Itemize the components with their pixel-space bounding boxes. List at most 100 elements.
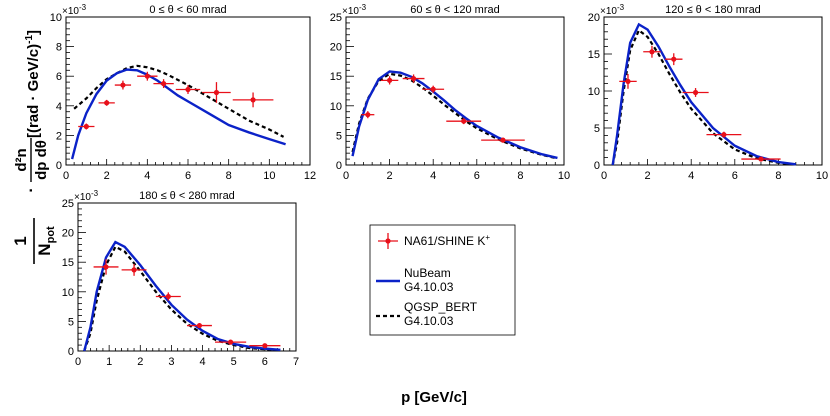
x-tick-label: 0 xyxy=(63,170,69,182)
ylabel-prefix: 1 xyxy=(11,236,30,245)
y-tick-label: 15 xyxy=(62,257,74,269)
y-scale-factor: ×10-3 xyxy=(62,3,87,17)
y-tick-label: 4 xyxy=(56,101,62,113)
data-point xyxy=(155,292,181,301)
x-tick-label: 8 xyxy=(775,170,781,182)
x-tick-label: 0 xyxy=(343,170,349,182)
y-scale-factor: ×10-3 xyxy=(342,3,367,17)
data-point xyxy=(249,343,281,349)
ylabel-numerator: d²n xyxy=(13,148,30,171)
nubeam-curve xyxy=(611,22,796,166)
data-point xyxy=(187,322,212,329)
x-tick-label: 4 xyxy=(430,170,436,182)
x-tick-label: 12 xyxy=(304,170,316,182)
y-tick-label: 15 xyxy=(588,49,600,61)
data-point xyxy=(706,131,742,138)
ylabel-units: [(rad · GeV/c)-1] xyxy=(24,30,42,138)
x-tick-label: 6 xyxy=(185,170,191,182)
nubeam-curve xyxy=(70,68,286,160)
data-marker xyxy=(758,156,764,162)
x-tick-label: 10 xyxy=(263,170,275,182)
qgsp-bert-curve xyxy=(611,28,796,166)
x-tick-label: 4 xyxy=(144,170,150,182)
y-tick-label: 25 xyxy=(62,198,74,210)
data-point xyxy=(121,263,147,276)
x-axis-title: p [GeV/c] xyxy=(401,389,467,406)
data-point xyxy=(93,259,119,275)
qgsp-bert-curve xyxy=(83,245,281,352)
data-point xyxy=(446,118,482,125)
chart-panel-2: 0 2 4 6 8 10 0 5 10 15 20 25×10-3 60 ≤ θ < 120 mrad xyxy=(330,3,570,182)
data-point xyxy=(98,99,115,106)
data-point xyxy=(215,339,247,345)
x-tick-label: 3 xyxy=(168,356,174,368)
data-marker xyxy=(213,89,220,96)
data-point xyxy=(682,88,709,97)
data-point xyxy=(232,92,274,108)
data-marker xyxy=(461,118,467,124)
x-tick-label: 2 xyxy=(387,170,393,182)
y-tick-label: 10 xyxy=(330,101,342,113)
data-marker xyxy=(692,89,699,96)
data-point xyxy=(619,73,637,89)
x-tick-label: 4 xyxy=(688,170,694,182)
x-tick-label: 2 xyxy=(104,170,110,182)
y-tick-label: 20 xyxy=(62,228,74,240)
y-tick-label: 10 xyxy=(50,12,62,24)
data-marker xyxy=(410,75,417,82)
data-point xyxy=(175,85,201,94)
data-point xyxy=(741,156,781,162)
x-tick-label: 2 xyxy=(645,170,651,182)
y-tick-label: 10 xyxy=(62,287,74,299)
data-marker xyxy=(103,264,109,270)
data-marker xyxy=(387,77,393,83)
legend-data-marker xyxy=(378,233,398,249)
data-marker xyxy=(671,56,677,62)
qgsp-bert-curve xyxy=(73,64,285,138)
data-marker xyxy=(131,267,137,273)
ylabel-npot: Npot xyxy=(35,226,57,256)
y-tick-label: 8 xyxy=(56,42,62,54)
chart-panel-4: 0 1 2 3 4 5 6 7 0 5 10 15 20 25×10-3 180 ≤ θ < 280 mra… xyxy=(62,189,299,368)
data-marker xyxy=(161,81,167,87)
data-marker xyxy=(120,82,126,88)
x-tick-label: 6 xyxy=(262,356,268,368)
y-scale-factor: ×10-3 xyxy=(600,3,625,17)
y-tick-label: 5 xyxy=(594,123,600,135)
data-marker xyxy=(365,112,371,118)
legend-qgsp-label-1: QGSP_BERT xyxy=(404,300,478,314)
nubeam-curve xyxy=(351,70,558,160)
legend: NA61/SHINE K+ NuBeam G4.10.03 QGSP_BERT … xyxy=(369,224,516,336)
x-tick-label: 7 xyxy=(293,356,299,368)
y-tick-label: 10 xyxy=(588,86,600,98)
y-tick-label: 0 xyxy=(336,160,342,172)
y-scale-factor: ×10-3 xyxy=(74,189,99,203)
y-tick-label: 5 xyxy=(68,316,74,328)
data-marker xyxy=(104,100,110,106)
data-marker xyxy=(262,343,268,349)
data-point xyxy=(153,79,174,89)
chart-panel-3: 0 2 4 6 8 10 0 5 10 15 20×10-3 120 ≤ θ < 180 mrad xyxy=(588,3,828,182)
x-tick-label: 8 xyxy=(226,170,232,182)
data-point xyxy=(202,82,231,103)
data-marker xyxy=(649,49,655,55)
data-point xyxy=(380,76,399,85)
x-tick-label: 6 xyxy=(474,170,480,182)
data-point xyxy=(665,53,683,66)
data-point xyxy=(402,74,425,83)
data-marker xyxy=(83,123,89,130)
data-point xyxy=(78,123,95,130)
legend-nubeam-label-2: G4.10.03 xyxy=(404,280,454,294)
y-tick-label: 0 xyxy=(68,346,74,358)
y-tick-label: 15 xyxy=(330,71,342,83)
y-tick-label: 0 xyxy=(594,160,600,172)
data-point xyxy=(137,71,158,81)
y-tick-label: 2 xyxy=(56,130,62,142)
x-tick-label: 0 xyxy=(75,356,81,368)
data-marker xyxy=(165,293,171,300)
data-marker xyxy=(500,137,506,143)
plot-frame xyxy=(603,16,823,166)
y-tick-label: 6 xyxy=(56,71,62,83)
